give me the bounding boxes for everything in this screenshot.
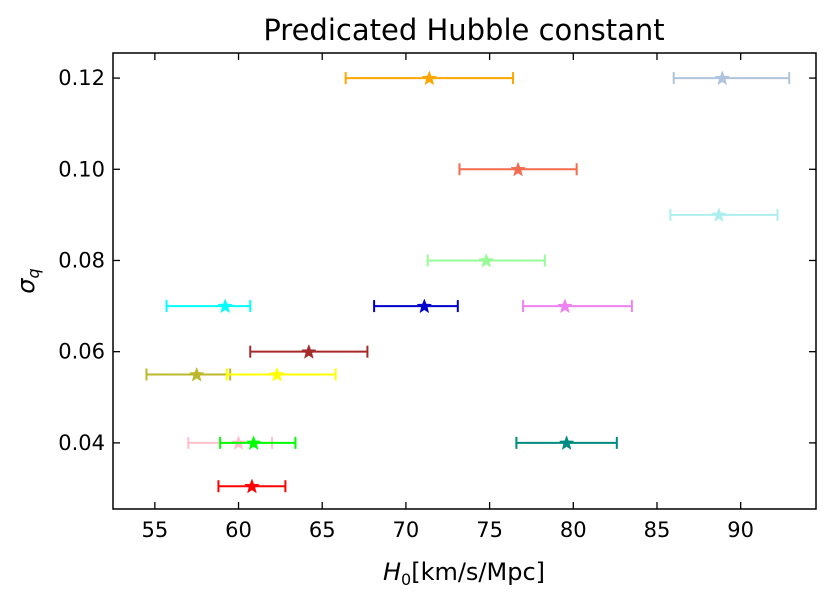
x-tick-label: 65	[309, 518, 336, 542]
data-point	[522, 298, 633, 314]
star-marker	[245, 435, 262, 451]
star-marker	[714, 70, 731, 86]
chart-ticks: 55 60 65 70 75 80 85 90 0.04 0.06 0.08 0.10 0.12	[58, 53, 816, 542]
star-marker	[510, 161, 526, 177]
y-axis-label-symbol: σ	[12, 278, 40, 294]
x-tick-label: 70	[393, 518, 420, 542]
y-tick-label: 0.10	[58, 157, 105, 181]
star-marker	[558, 435, 575, 451]
data-point	[225, 366, 337, 382]
x-tick-label: 80	[560, 518, 587, 542]
star-marker	[557, 298, 573, 314]
y-axis-label-subscript: q	[24, 268, 43, 278]
x-tick-label: 75	[476, 518, 503, 542]
data-point	[165, 298, 252, 314]
x-axis-label: H0[km/s/Mpc]	[383, 558, 545, 589]
x-axis-label-unit: [km/s/Mpc]	[411, 558, 545, 586]
y-axis-label: σq	[12, 268, 43, 293]
y-tick-label: 0.08	[58, 248, 105, 272]
plot-frame	[112, 52, 817, 510]
data-point	[217, 478, 287, 494]
data-point	[219, 435, 297, 451]
star-marker	[301, 343, 317, 359]
data-point	[515, 435, 618, 451]
star-marker	[217, 298, 233, 314]
y-tick-label: 0.06	[58, 340, 105, 364]
x-tick-label: 55	[141, 518, 168, 542]
star-marker	[188, 366, 205, 382]
star-marker	[416, 298, 433, 314]
data-point	[373, 298, 459, 314]
star-marker	[269, 366, 285, 382]
data-point	[669, 207, 779, 223]
x-tick-label: 85	[644, 518, 671, 542]
y-tick-label: 0.12	[58, 66, 105, 90]
chart-marks	[145, 70, 791, 494]
star-marker	[478, 252, 495, 268]
x-axis-label-symbol: H	[383, 558, 401, 586]
star-marker	[421, 70, 438, 86]
star-marker	[244, 478, 260, 494]
y-tick-label: 0.04	[58, 431, 105, 455]
x-axis-label-subscript: 0	[401, 570, 411, 589]
data-point	[458, 161, 578, 177]
data-point	[145, 366, 232, 382]
data-point	[426, 252, 546, 268]
x-tick-label: 90	[727, 518, 754, 542]
data-point	[672, 70, 791, 86]
chart-title: Predicated Hubble constant	[263, 13, 664, 47]
data-point	[249, 343, 369, 359]
x-tick-label: 60	[225, 518, 252, 542]
data-point	[344, 70, 515, 86]
star-marker	[711, 207, 727, 223]
